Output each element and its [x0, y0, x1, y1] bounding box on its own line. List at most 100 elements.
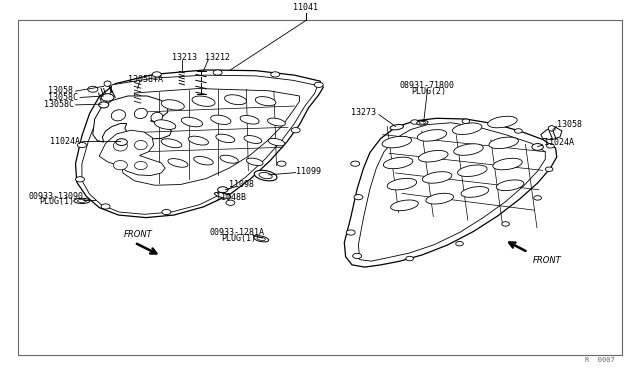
Ellipse shape [225, 95, 246, 105]
Circle shape [226, 200, 235, 205]
Ellipse shape [161, 139, 182, 148]
Ellipse shape [268, 118, 285, 126]
Ellipse shape [458, 165, 487, 177]
Ellipse shape [113, 161, 127, 170]
Circle shape [152, 72, 161, 77]
Circle shape [351, 161, 360, 166]
Ellipse shape [214, 192, 231, 198]
Ellipse shape [154, 120, 176, 129]
Ellipse shape [417, 121, 428, 125]
Ellipse shape [422, 171, 452, 183]
Ellipse shape [452, 123, 482, 135]
Ellipse shape [390, 200, 419, 211]
Text: PLUG(1): PLUG(1) [40, 197, 75, 206]
Text: 11048B: 11048B [216, 193, 246, 202]
Ellipse shape [496, 180, 524, 190]
Text: 11098: 11098 [229, 180, 254, 189]
Polygon shape [99, 130, 165, 176]
Ellipse shape [255, 97, 276, 106]
Circle shape [314, 82, 323, 87]
Circle shape [271, 72, 280, 77]
Circle shape [346, 230, 355, 235]
Text: 13058: 13058 [48, 86, 73, 94]
Polygon shape [541, 127, 562, 140]
Ellipse shape [390, 125, 404, 130]
Ellipse shape [426, 193, 454, 204]
Ellipse shape [253, 236, 269, 242]
Circle shape [456, 241, 463, 246]
Ellipse shape [493, 158, 522, 170]
Text: 00933-13090: 00933-13090 [29, 192, 84, 201]
Text: 11099: 11099 [296, 167, 321, 176]
Circle shape [545, 167, 553, 171]
Polygon shape [344, 118, 557, 267]
Circle shape [218, 187, 228, 193]
Ellipse shape [259, 173, 272, 179]
Ellipse shape [268, 138, 285, 146]
Circle shape [547, 144, 554, 148]
Ellipse shape [168, 158, 188, 167]
Text: 13058C: 13058C [44, 100, 74, 109]
Text: R  0007: R 0007 [585, 357, 614, 363]
Polygon shape [93, 96, 172, 142]
Circle shape [116, 139, 127, 145]
Circle shape [277, 161, 286, 166]
Polygon shape [104, 81, 111, 87]
Ellipse shape [77, 199, 86, 202]
Text: 11024A: 11024A [544, 138, 574, 147]
Ellipse shape [489, 137, 518, 149]
Circle shape [406, 256, 413, 261]
Circle shape [88, 86, 98, 92]
Ellipse shape [211, 115, 231, 125]
Text: 13058: 13058 [557, 120, 582, 129]
Ellipse shape [461, 187, 489, 197]
Circle shape [101, 204, 110, 209]
Text: 13212: 13212 [205, 53, 230, 62]
Text: 13213: 13213 [172, 53, 196, 62]
Circle shape [101, 94, 114, 101]
Ellipse shape [244, 135, 262, 144]
Circle shape [411, 120, 419, 124]
Ellipse shape [192, 96, 215, 106]
Ellipse shape [111, 110, 125, 121]
Polygon shape [548, 125, 555, 131]
Polygon shape [358, 123, 545, 261]
Circle shape [76, 177, 84, 182]
Ellipse shape [194, 157, 213, 165]
Ellipse shape [419, 121, 426, 124]
Text: 13273: 13273 [351, 108, 376, 117]
Ellipse shape [382, 136, 412, 148]
Ellipse shape [134, 108, 147, 119]
Text: 11024A: 11024A [50, 137, 80, 146]
Circle shape [353, 253, 362, 259]
Ellipse shape [454, 144, 483, 155]
Text: 11041: 11041 [293, 3, 319, 12]
Ellipse shape [488, 116, 517, 128]
Text: PLUG(1): PLUG(1) [221, 234, 256, 243]
Polygon shape [76, 70, 323, 218]
Ellipse shape [240, 115, 259, 124]
Ellipse shape [220, 155, 238, 163]
Text: 13058C: 13058C [48, 93, 78, 102]
Circle shape [515, 129, 522, 133]
Ellipse shape [216, 134, 235, 142]
Ellipse shape [113, 141, 127, 151]
Circle shape [354, 195, 363, 200]
Ellipse shape [181, 117, 203, 127]
Circle shape [99, 102, 109, 108]
Circle shape [534, 196, 541, 200]
Ellipse shape [419, 150, 448, 162]
Ellipse shape [417, 129, 447, 141]
Ellipse shape [151, 112, 163, 122]
Ellipse shape [246, 158, 263, 166]
Circle shape [532, 144, 543, 150]
Circle shape [213, 70, 222, 75]
Circle shape [162, 209, 171, 215]
Ellipse shape [161, 100, 184, 110]
Ellipse shape [254, 170, 277, 181]
Ellipse shape [257, 237, 266, 241]
Ellipse shape [188, 136, 209, 145]
Ellipse shape [134, 141, 147, 150]
Text: 13058+A: 13058+A [128, 75, 163, 84]
Ellipse shape [134, 161, 147, 170]
